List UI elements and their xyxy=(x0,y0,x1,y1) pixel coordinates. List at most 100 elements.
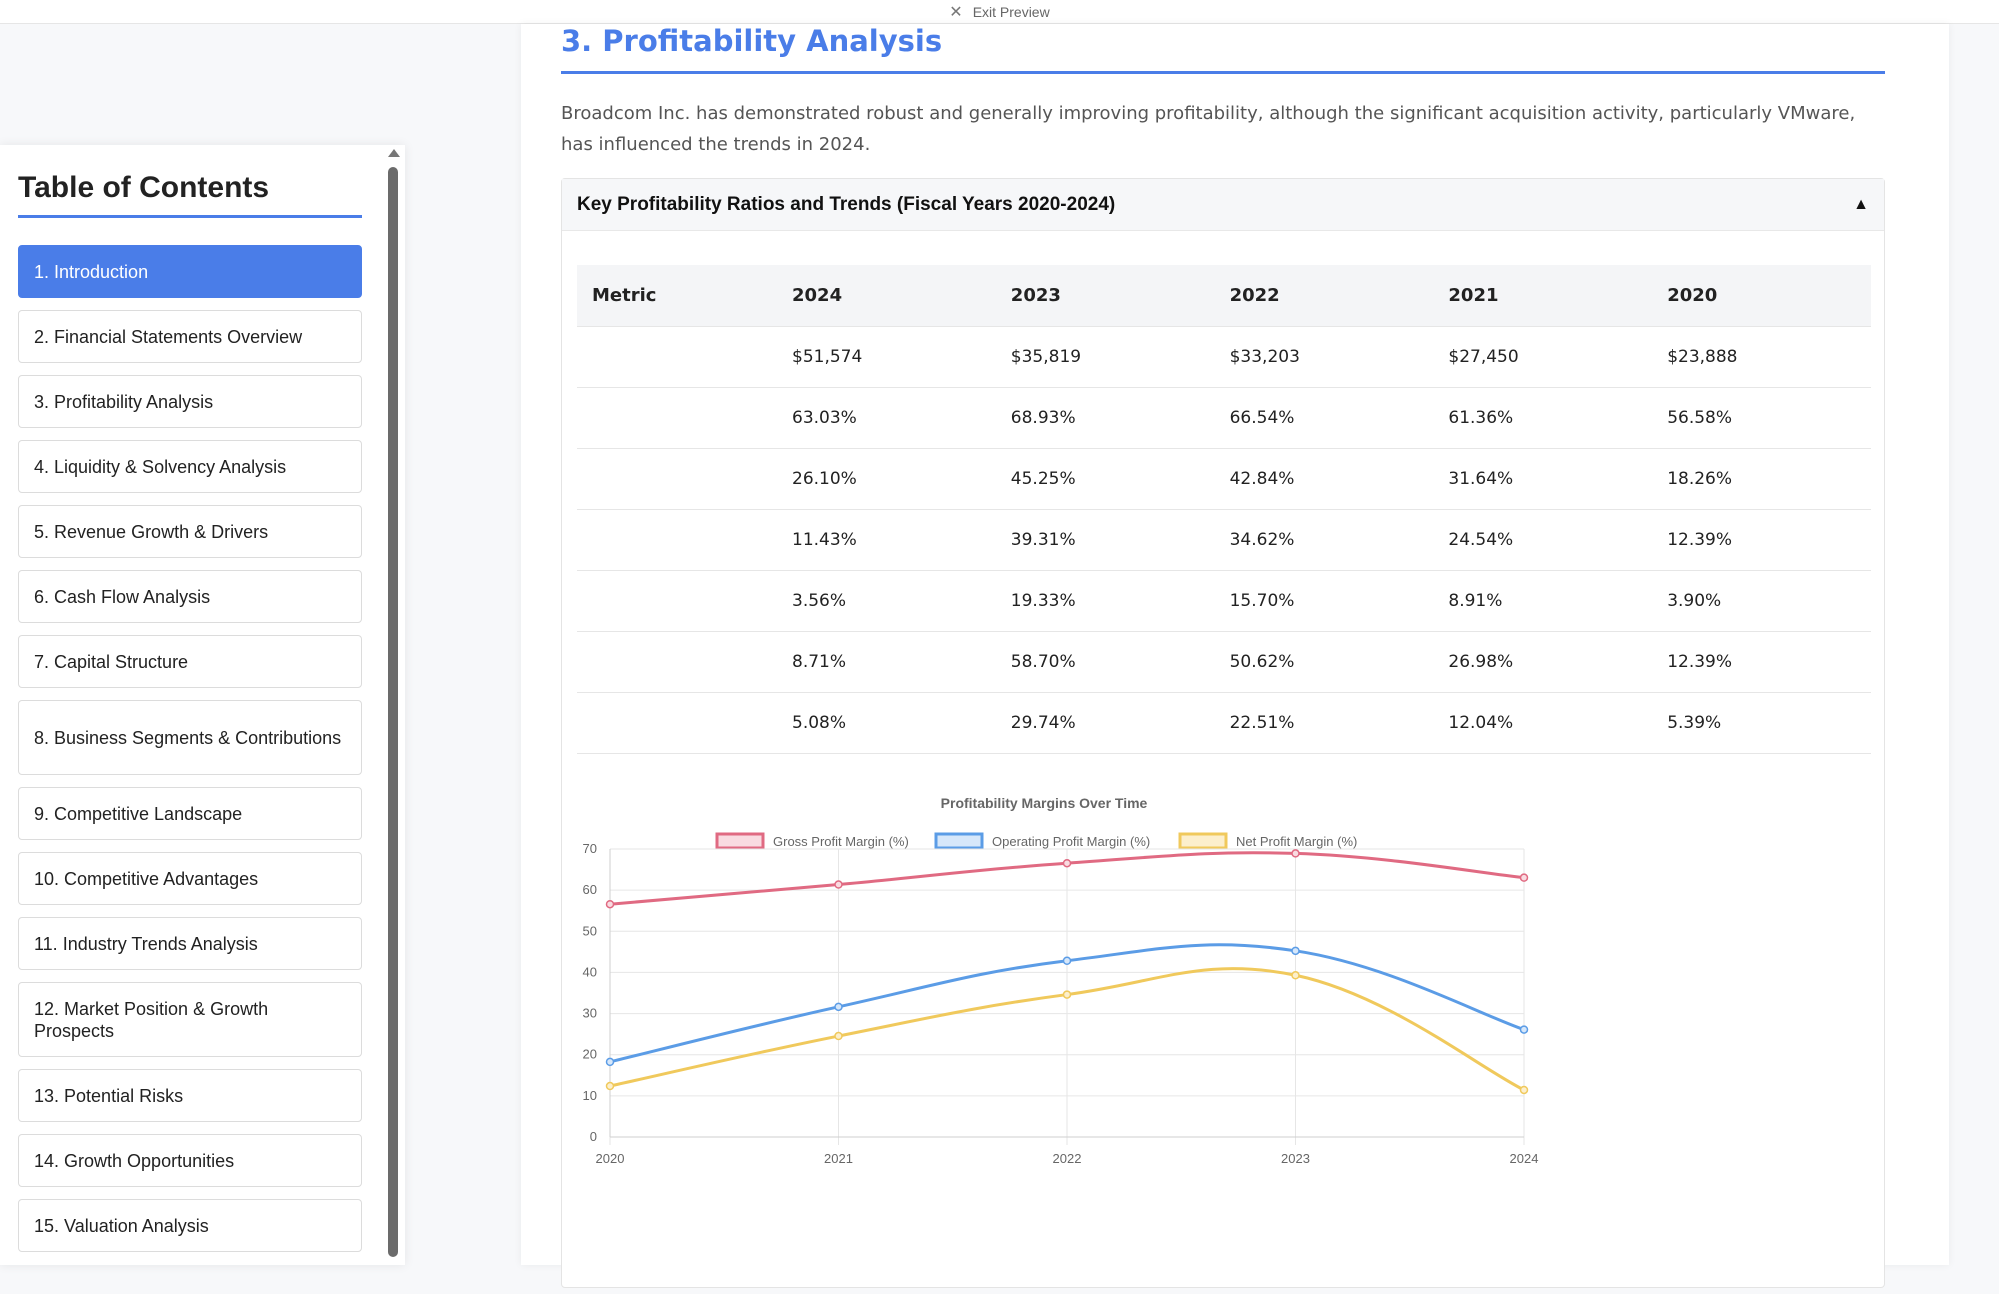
table-cell: 19.33% xyxy=(995,570,1215,632)
table-cell: 56.58% xyxy=(1652,387,1871,449)
table-cell: $33,203 xyxy=(1214,326,1434,388)
data-point xyxy=(1519,873,1529,882)
table-cell: 8.71% xyxy=(777,631,996,693)
column-header: 2022 xyxy=(1214,265,1434,327)
toc-item-label: 15. Valuation Analysis xyxy=(34,1215,209,1236)
toc-item-label: 11. Industry Trends Analysis xyxy=(34,933,258,954)
toc-item[interactable]: 13. Potential Risks xyxy=(18,1069,362,1122)
profitability-card: Key Profitability Ratios and Trends (Fis… xyxy=(561,178,1885,1288)
data-point xyxy=(834,1002,843,1012)
toc-item[interactable]: 2. Financial Statements Overview xyxy=(18,310,362,363)
toc-item-label: 1. Introduction xyxy=(34,261,149,282)
column-header: 2021 xyxy=(1433,265,1653,327)
table-cell xyxy=(577,326,777,388)
toc-item[interactable]: 3. Profitability Analysis xyxy=(18,375,362,428)
toc-item[interactable]: 15. Valuation Analysis xyxy=(18,1199,362,1252)
legend-swatch xyxy=(934,832,984,850)
legend-label: Gross Profit Margin (%) xyxy=(773,834,909,849)
toc-item-label: 14. Growth Opportunities xyxy=(34,1150,235,1171)
table-cell: 50.62% xyxy=(1214,631,1434,693)
toc-item[interactable]: 6. Cash Flow Analysis xyxy=(18,570,362,623)
table-row: 8.71% 58.70% 50.62% 26.98% 12.39% xyxy=(577,631,1871,693)
table-cell: 12.39% xyxy=(1652,631,1871,693)
table-cell xyxy=(577,509,777,571)
collapse-toggle-icon[interactable]: ▲ xyxy=(1853,195,1869,213)
table-cell xyxy=(577,631,777,693)
toc-item[interactable]: 12. Market Position & Growth Prospects xyxy=(18,982,362,1057)
data-point xyxy=(1062,956,1072,965)
close-icon[interactable]: ✕ xyxy=(949,3,963,21)
data-point xyxy=(1519,1025,1529,1034)
x-tick-label: 2022 xyxy=(1053,1151,1082,1166)
toc-item[interactable]: 5. Revenue Growth & Drivers xyxy=(18,505,362,558)
toc-item-label: 8. Business Segments & Contributions xyxy=(34,727,342,748)
column-header: 2020 xyxy=(1652,265,1871,327)
table-cell xyxy=(577,448,777,510)
table-cell: 26.98% xyxy=(1433,631,1653,693)
preview-bar: ✕ Exit Preview xyxy=(0,0,1999,24)
table-cell xyxy=(577,387,777,449)
card-header-title: Key Profitability Ratios and Trends (Fis… xyxy=(577,193,1116,215)
toc-title: Table of Contents xyxy=(18,171,362,218)
section-title: 3. Profitability Analysis xyxy=(561,24,1885,74)
table-row: 11.43% 39.31% 34.62% 24.54% 12.39% xyxy=(577,509,1871,571)
table-cell: $35,819 xyxy=(995,326,1215,388)
toc-list: 1. Introduction 2. Financial Statements O… xyxy=(18,245,362,1264)
toc-item-label: 4. Liquidity & Solvency Analysis xyxy=(34,456,287,477)
table-cell: 58.70% xyxy=(995,631,1215,693)
y-tick-label: 50 xyxy=(583,923,597,938)
toc-item-label: 9. Competitive Landscape xyxy=(34,803,243,824)
legend-swatch xyxy=(715,832,765,850)
sidebar-scrollbar[interactable] xyxy=(385,145,401,1265)
table-cell: 42.84% xyxy=(1214,448,1434,510)
column-header: Metric xyxy=(577,265,777,327)
table-cell: 5.08% xyxy=(777,692,996,754)
toc-item-label: 2. Financial Statements Overview xyxy=(34,326,303,347)
table-cell: 39.31% xyxy=(995,509,1215,571)
toc-item-label: 6. Cash Flow Analysis xyxy=(34,586,211,607)
table-cell: 5.39% xyxy=(1652,692,1871,754)
table-cell: 22.51% xyxy=(1214,692,1434,754)
column-header: 2023 xyxy=(995,265,1215,327)
data-point xyxy=(605,899,615,909)
chart-svg: Profitability Margins Over Time Gross Pro… xyxy=(583,795,1539,1166)
data-point xyxy=(1291,946,1300,956)
toc-item[interactable]: 9. Competitive Landscape xyxy=(18,787,362,840)
table-cell: 3.56% xyxy=(777,570,996,632)
table-row: $51,574 $35,819 $33,203 $27,450 $23,888 xyxy=(577,326,1871,388)
y-tick-label: 10 xyxy=(583,1088,597,1103)
table-cell: 11.43% xyxy=(777,509,996,571)
toc-item[interactable]: 8. Business Segments & Contributions xyxy=(18,700,362,775)
table-cell: $51,574 xyxy=(777,326,996,388)
toc-item[interactable]: 7. Capital Structure xyxy=(18,635,362,688)
scroll-up-arrow-icon[interactable] xyxy=(388,149,400,157)
main-content: 3. Profitability Analysis Broadcom Inc. … xyxy=(521,24,1949,1288)
toc-item[interactable]: 1. Introduction xyxy=(18,245,362,298)
card-header[interactable]: Key Profitability Ratios and Trends (Fis… xyxy=(562,179,1884,231)
x-tick-label: 2021 xyxy=(824,1151,853,1166)
table-cell xyxy=(577,570,777,632)
toc-item[interactable]: 4. Liquidity & Solvency Analysis xyxy=(18,440,362,493)
scrollbar-thumb[interactable] xyxy=(388,167,398,1257)
table-cell: 8.91% xyxy=(1433,570,1653,632)
toc-item[interactable]: 10. Competitive Advantages xyxy=(18,852,362,905)
y-tick-label: 60 xyxy=(583,882,597,897)
toc-item-label: 7. Capital Structure xyxy=(34,651,189,672)
table-row: 3.56% 19.33% 15.70% 8.91% 3.90% xyxy=(577,570,1871,632)
table-cell: 3.90% xyxy=(1652,570,1871,632)
exit-preview-button[interactable]: Exit Preview xyxy=(972,3,1050,20)
table-header-row: Metric 2024 2023 2022 2021 2020 xyxy=(577,265,1871,327)
toc-item[interactable]: 11. Industry Trends Analysis xyxy=(18,917,362,970)
profitability-chart: Profitability Margins Over Time Gross Pro… xyxy=(562,779,1562,1289)
column-header: 2024 xyxy=(777,265,996,327)
x-tick-label: 2020 xyxy=(596,1151,625,1166)
table-cell: $27,450 xyxy=(1433,326,1653,388)
table-cell: 18.26% xyxy=(1652,448,1871,510)
chart-title: Profitability Margins Over Time xyxy=(941,795,1148,811)
table-cell: 26.10% xyxy=(777,448,996,510)
table-cell: 45.25% xyxy=(995,448,1215,510)
table-cell: $23,888 xyxy=(1652,326,1871,388)
table-cell: 29.74% xyxy=(995,692,1215,754)
toc-item[interactable]: 14. Growth Opportunities xyxy=(18,1134,362,1187)
y-tick-label: 40 xyxy=(583,964,597,979)
